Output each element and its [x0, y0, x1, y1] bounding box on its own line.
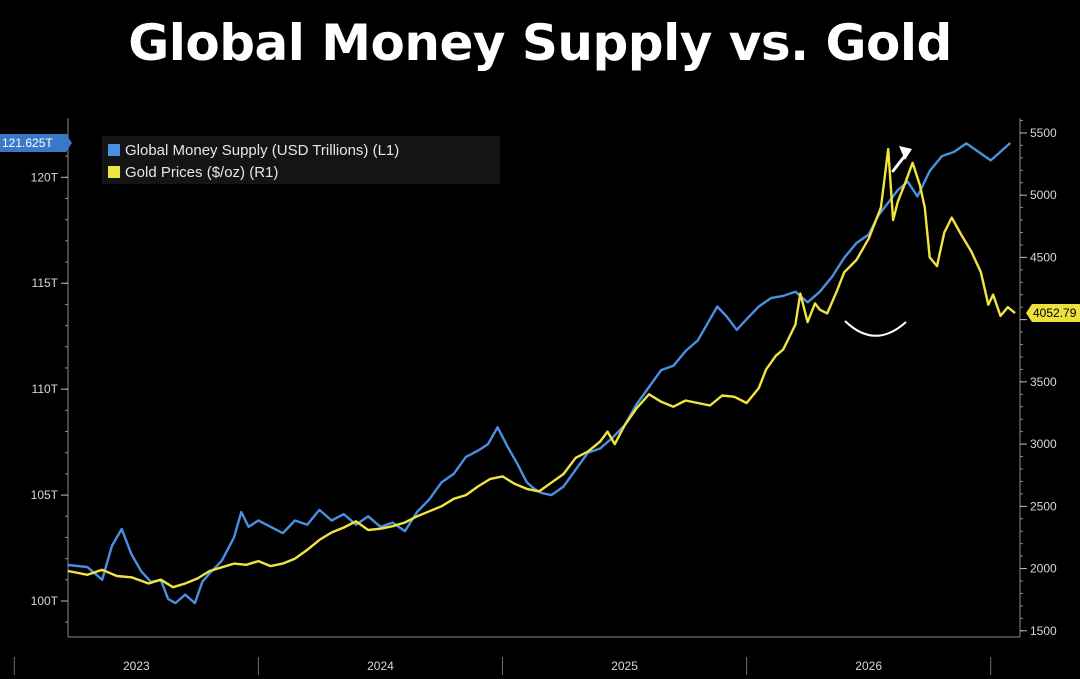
last-value-badges: 121.625T 4052.79: [0, 133, 1080, 323]
right-tick-label: 2000: [1030, 562, 1057, 576]
legend-label-money: Global Money Supply (USD Trillions) (L1): [125, 142, 399, 159]
x-tick-label: 2026: [855, 659, 882, 673]
x-tick-label: 2023: [123, 659, 150, 673]
gold-price-line: [67, 147, 1016, 589]
gold-badge-bg: [1026, 304, 1080, 323]
gold-last-value: 4052.79: [1033, 306, 1077, 320]
legend: Global Money Supply (USD Trillions) (L1)…: [102, 136, 500, 184]
money-last-value: 121.625T: [2, 136, 53, 150]
axes: [67, 118, 1021, 638]
right-axis: 1500 2000 2500 3000 3500 4500 5000 5500: [1020, 119, 1057, 638]
bottom-curve-annotation: [844, 320, 907, 337]
left-tick-label: 105T: [31, 488, 59, 502]
left-tick-label: 120T: [31, 170, 59, 184]
money-badge-pointer: [66, 133, 72, 152]
left-tick-label: 115T: [32, 276, 59, 290]
left-tick-label: 100T: [31, 594, 59, 608]
right-tick-label: 3500: [1030, 375, 1057, 389]
right-tick-label: 5000: [1030, 188, 1057, 202]
chart-title: Global Money Supply vs. Gold: [128, 14, 952, 72]
x-tick-label: 2025: [611, 659, 638, 673]
left-axis: 100T 105T 110T 115T 120T: [31, 134, 68, 623]
right-tick-label: 5500: [1030, 126, 1057, 140]
left-tick-label: 110T: [32, 382, 59, 396]
x-tick-label: 2024: [367, 659, 394, 673]
right-tick-label: 4500: [1030, 250, 1057, 264]
right-tick-label: 2500: [1030, 499, 1057, 513]
money-supply-line: [67, 142, 1012, 605]
money-badge-bg: [0, 133, 66, 152]
legend-swatch-money: [108, 144, 120, 156]
legend-background: [102, 136, 500, 184]
x-axis: 2023 2024 2025 2026: [13, 657, 992, 675]
up-arrow-head-icon: [899, 146, 912, 160]
legend-swatch-gold: [108, 166, 120, 178]
right-tick-label: 1500: [1030, 624, 1057, 638]
annotations: [844, 146, 912, 337]
legend-label-gold: Gold Prices ($/oz) (R1): [125, 164, 278, 181]
right-tick-label: 3000: [1030, 437, 1057, 451]
plot-area: [67, 142, 1016, 605]
